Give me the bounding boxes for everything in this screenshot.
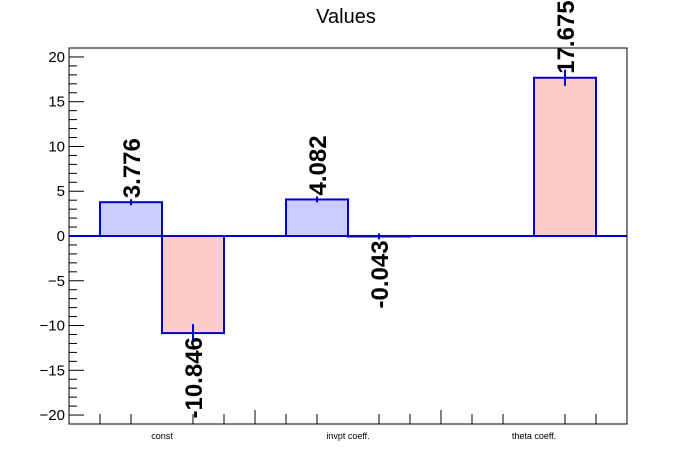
y-tick-label: −5 <box>48 273 65 290</box>
value-label: 17.675 <box>553 0 580 73</box>
value-label: -0.043 <box>367 240 394 308</box>
chart-title: Values <box>316 6 376 28</box>
y-tick-label: 20 <box>48 49 65 66</box>
value-labels: 3.776 4.082 -10.846 -0.043 17.675 <box>119 0 580 418</box>
bar-second <box>161 235 225 335</box>
y-tick-label: 0 <box>57 228 65 245</box>
y-tick-label: −20 <box>40 407 65 424</box>
y-tick-label: −10 <box>40 318 65 335</box>
bar-second <box>533 76 597 238</box>
value-label: -10.846 <box>181 337 208 418</box>
x-category-label: const <box>151 431 173 441</box>
x-axis: const invpt coeff. theta coeff. <box>99 410 597 441</box>
bar-first <box>99 201 163 238</box>
x-category-label: theta coeff. <box>512 431 556 441</box>
bar-first <box>285 198 349 237</box>
y-tick-label: 15 <box>48 94 65 111</box>
y-tick-label: −15 <box>40 362 65 379</box>
x-category-label: invpt coeff. <box>326 431 369 441</box>
y-tick-label: 10 <box>48 138 65 155</box>
value-label: 3.776 <box>119 138 146 198</box>
value-label: 4.082 <box>305 135 332 195</box>
bars <box>99 69 597 343</box>
y-tick-label: 5 <box>57 183 65 200</box>
